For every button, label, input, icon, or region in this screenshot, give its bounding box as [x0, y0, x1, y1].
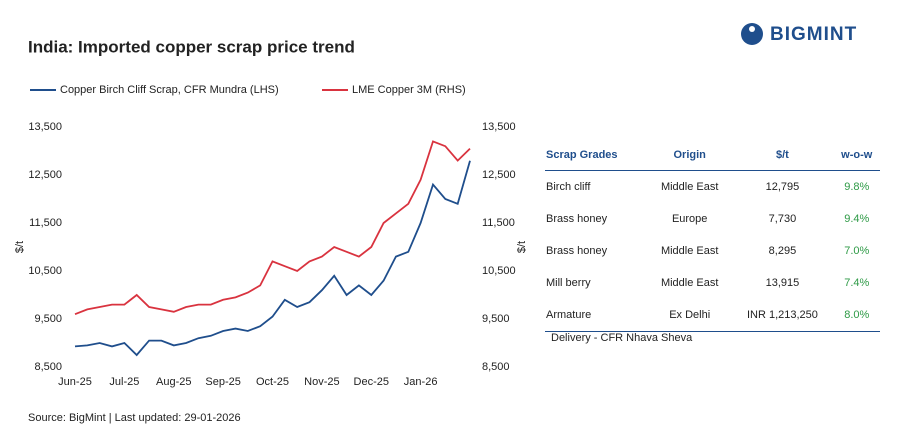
title: India: Imported copper scrap price trend: [28, 37, 355, 56]
table-cell: Ex Delhi: [648, 299, 732, 332]
x-tick-label: Aug-25: [156, 376, 191, 388]
x-tick-label: Jun-25: [58, 376, 92, 388]
y2-axis-label: $/t: [516, 241, 528, 253]
table-row: Mill berry Middle East 13,915 7.4%: [545, 267, 880, 299]
table-header: Scrap Grades Origin $/t w-o-w: [545, 140, 880, 171]
column-header: w-o-w: [833, 140, 880, 171]
y2-tick-label: 9,500: [482, 313, 510, 325]
table-row: Brass honey Middle East 8,295 7.0%: [545, 235, 880, 267]
table-cell: Brass honey: [546, 213, 608, 225]
y-tick-label: 10,500: [28, 265, 62, 277]
logo-icon-dot: [749, 26, 755, 32]
table-cell: 8,295: [768, 245, 797, 257]
y-tick-label: 11,500: [29, 217, 62, 229]
x-tick-label: Sep-25: [205, 376, 240, 388]
line-series: [74, 160, 471, 357]
column-header: $/t: [731, 140, 834, 171]
logo-icon: [741, 23, 763, 45]
table-cell: Brass honey: [546, 245, 608, 257]
table-cell: Europe: [671, 213, 708, 225]
y-tick-label: 8,500: [34, 361, 62, 373]
line-series: [74, 140, 471, 316]
table-body: Birch cliff Middle East 12,795 9.8% Brass ho…: [545, 171, 880, 332]
y2-tick-label: 13,500: [482, 121, 516, 133]
table-cell: INR 1,213,250: [731, 299, 834, 332]
x-tick-label: Jul-25: [109, 376, 139, 388]
table-cell: 7.4%: [844, 277, 870, 289]
price-table: Scrap Grades Origin $/t w-o-w Birch clif…: [545, 140, 880, 332]
table-cell: 7.0%: [844, 245, 870, 257]
source: Source: BigMint | Last updated: 29-01-20…: [28, 412, 241, 424]
table-cell: Birch cliff: [546, 181, 591, 193]
table-cell: 8.0%: [833, 299, 880, 332]
table-cell: 12,795: [765, 181, 800, 193]
logo: BIGMINT: [741, 23, 857, 45]
y2-tick-label: 11,500: [482, 217, 515, 229]
y-tick-label: 9,500: [34, 313, 62, 325]
y-tick-label: 13,500: [28, 121, 62, 133]
y-tick-label: 12,500: [28, 169, 62, 181]
table-cell: Middle East: [660, 277, 719, 289]
logo-text: BIGMINT: [770, 24, 857, 45]
table-cell: 9.8%: [844, 181, 870, 193]
table-cell: 13,915: [765, 277, 800, 289]
legend-label: LME Copper 3M (RHS): [352, 84, 466, 96]
x-tick-label: Jan-26: [404, 376, 438, 388]
x-tick-label: Dec-25: [354, 376, 389, 388]
y2-tick-label: 8,500: [482, 361, 510, 373]
y-axis-label: $/t: [14, 241, 26, 253]
table-row: Birch cliff Middle East 12,795 9.8%: [545, 171, 880, 204]
table-note: Delivery - CFR Nhava Sheva: [551, 332, 693, 344]
table-row: Brass honey Europe 7,730 9.4%: [545, 203, 880, 235]
legend-label: Copper Birch Cliff Scrap, CFR Mundra (LH…: [60, 84, 279, 96]
column-header: Scrap Grades: [545, 140, 649, 171]
y2-tick-label: 10,500: [482, 265, 516, 277]
table-row: Armature Ex Delhi INR 1,213,250 8.0%: [545, 299, 880, 332]
table-cell: Mill berry: [546, 277, 591, 289]
column-header: Origin: [648, 140, 732, 171]
table-cell: 7,730: [768, 213, 797, 225]
x-tick-label: Oct-25: [256, 376, 289, 388]
table-cell: Middle East: [660, 181, 719, 193]
table-cell: 9.4%: [844, 213, 870, 225]
x-tick-label: Nov-25: [304, 376, 339, 388]
table-cell: Armature: [545, 299, 649, 332]
table-cell: Middle East: [660, 245, 719, 257]
y2-tick-label: 12,500: [482, 169, 516, 181]
